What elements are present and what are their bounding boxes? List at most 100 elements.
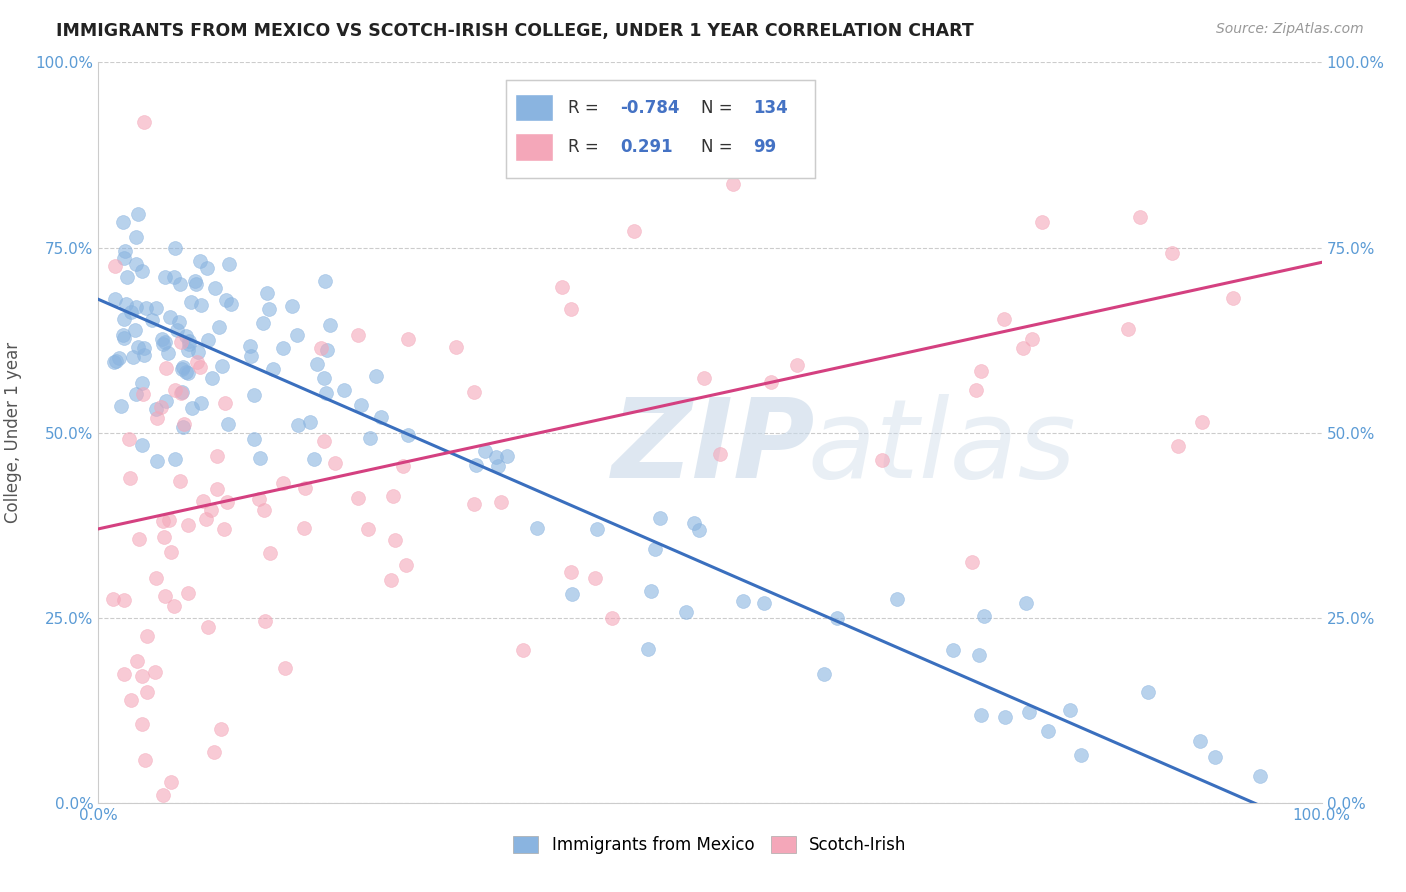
Point	[1011, 342, 1033, 356]
Point	[560, 566, 582, 580]
Point	[170, 334, 193, 349]
Point	[197, 334, 219, 348]
Point	[292, 521, 315, 535]
Point	[309, 341, 332, 355]
Point	[172, 420, 194, 434]
Point	[444, 340, 467, 354]
Point	[145, 571, 167, 585]
Point	[145, 301, 167, 315]
Point	[170, 361, 193, 376]
Point	[120, 305, 142, 319]
Point	[152, 337, 174, 351]
Point	[131, 386, 153, 401]
Point	[205, 482, 228, 496]
Point	[153, 529, 176, 543]
Point	[1222, 291, 1244, 305]
Point	[1015, 596, 1038, 610]
Point	[870, 453, 893, 467]
Text: 134: 134	[754, 99, 789, 117]
Point	[176, 328, 198, 343]
Text: -0.784: -0.784	[620, 99, 681, 117]
Point	[298, 415, 321, 429]
Point	[157, 513, 180, 527]
Point	[315, 385, 337, 400]
Text: ZIP: ZIP	[612, 394, 815, 501]
Point	[150, 332, 173, 346]
Bar	[516, 133, 553, 161]
Point	[188, 253, 211, 268]
Point	[180, 295, 202, 310]
Point	[170, 386, 193, 401]
Point	[623, 224, 645, 238]
Point	[733, 594, 755, 608]
Point	[179, 334, 201, 348]
Point	[287, 417, 309, 432]
Point	[153, 334, 176, 349]
Point	[970, 364, 993, 378]
Point	[128, 532, 150, 546]
Point	[247, 491, 270, 506]
Point	[194, 512, 217, 526]
Point	[114, 297, 136, 311]
Point	[382, 489, 405, 503]
Text: N =: N =	[702, 138, 738, 156]
Point	[131, 438, 153, 452]
Point	[512, 643, 534, 657]
Point	[359, 431, 381, 445]
Point	[688, 523, 710, 537]
Point	[145, 402, 167, 417]
Point	[108, 351, 131, 366]
Point	[215, 293, 238, 307]
Point	[167, 315, 190, 329]
Point	[886, 592, 908, 607]
Point	[693, 371, 716, 385]
Point	[165, 242, 187, 256]
Point	[1191, 415, 1213, 429]
Point	[967, 648, 990, 662]
Point	[155, 360, 177, 375]
Point	[218, 257, 240, 271]
Point	[200, 503, 222, 517]
Point	[131, 264, 153, 278]
Point	[177, 586, 200, 600]
Point	[347, 491, 370, 505]
Point	[186, 355, 208, 369]
Point	[271, 475, 294, 490]
Point	[312, 434, 335, 449]
Point	[177, 517, 200, 532]
Point	[124, 300, 146, 314]
Point	[112, 312, 135, 326]
Point	[131, 669, 153, 683]
Point	[134, 753, 156, 767]
Point	[495, 449, 517, 463]
Point	[169, 277, 191, 291]
Point	[200, 371, 222, 385]
Point	[197, 619, 219, 633]
Point	[101, 592, 124, 607]
Point	[104, 259, 127, 273]
Point	[285, 328, 308, 343]
Point	[252, 316, 274, 330]
Point	[1204, 749, 1226, 764]
Point	[120, 693, 142, 707]
Point	[333, 384, 356, 398]
Point	[650, 510, 672, 524]
Point	[257, 301, 280, 316]
Point	[212, 522, 235, 536]
Text: 0.291: 0.291	[620, 138, 673, 156]
Point	[583, 571, 606, 585]
Point	[136, 684, 159, 698]
Point	[1059, 703, 1081, 717]
Point	[125, 230, 148, 244]
Point	[243, 387, 266, 401]
Point	[347, 328, 370, 343]
Text: Source: ZipAtlas.com: Source: ZipAtlas.com	[1216, 22, 1364, 37]
Point	[103, 355, 125, 369]
Point	[153, 589, 176, 603]
Point	[262, 361, 284, 376]
Point	[965, 383, 987, 397]
Text: IMMIGRANTS FROM MEXICO VS SCOTCH-IRISH COLLEGE, UNDER 1 YEAR CORRELATION CHART: IMMIGRANTS FROM MEXICO VS SCOTCH-IRISH C…	[56, 22, 974, 40]
Point	[463, 497, 485, 511]
Point	[209, 722, 232, 736]
Point	[190, 298, 212, 312]
